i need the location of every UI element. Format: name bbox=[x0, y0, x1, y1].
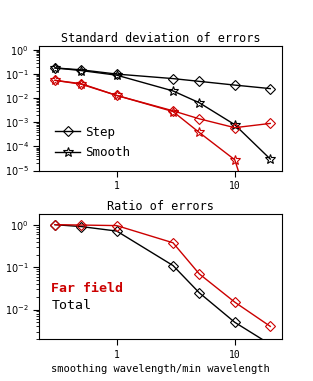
X-axis label: smoothing wavelength/min wavelength: smoothing wavelength/min wavelength bbox=[51, 364, 270, 374]
Title: Standard deviation of errors: Standard deviation of errors bbox=[61, 32, 260, 45]
Title: Ratio of errors: Ratio of errors bbox=[107, 200, 214, 213]
Text: Total: Total bbox=[51, 299, 91, 312]
Text: Far field: Far field bbox=[51, 282, 123, 295]
Legend: Step, Smooth: Step, Smooth bbox=[50, 121, 135, 164]
